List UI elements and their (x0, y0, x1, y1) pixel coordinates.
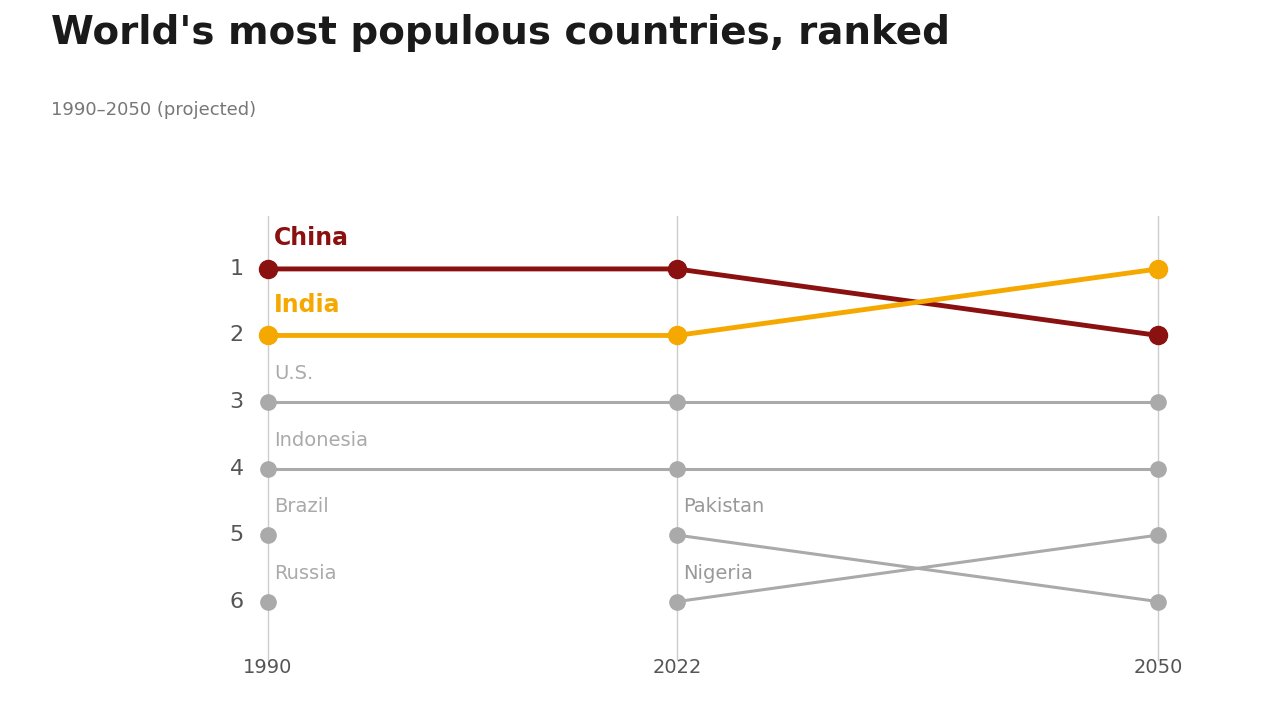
Text: U.S.: U.S. (274, 365, 314, 383)
Text: Russia: Russia (274, 564, 337, 583)
Text: 3: 3 (229, 392, 243, 412)
Text: World's most populous countries, ranked: World's most populous countries, ranked (51, 14, 950, 52)
Text: 1990: 1990 (243, 658, 292, 677)
Text: Indonesia: Indonesia (274, 431, 367, 450)
Text: China: China (274, 226, 348, 250)
Text: 2050: 2050 (1134, 658, 1183, 677)
Text: Pakistan: Pakistan (684, 498, 764, 516)
Text: 1: 1 (229, 259, 243, 279)
Text: 6: 6 (229, 592, 243, 612)
Text: 4: 4 (229, 459, 243, 479)
Text: 2: 2 (229, 326, 243, 345)
Text: Nigeria: Nigeria (684, 564, 753, 583)
Text: India: India (274, 293, 340, 317)
Text: Brazil: Brazil (274, 498, 329, 516)
Text: 5: 5 (229, 525, 243, 545)
Text: 1990–2050 (projected): 1990–2050 (projected) (51, 101, 256, 119)
Text: 2022: 2022 (653, 658, 701, 677)
